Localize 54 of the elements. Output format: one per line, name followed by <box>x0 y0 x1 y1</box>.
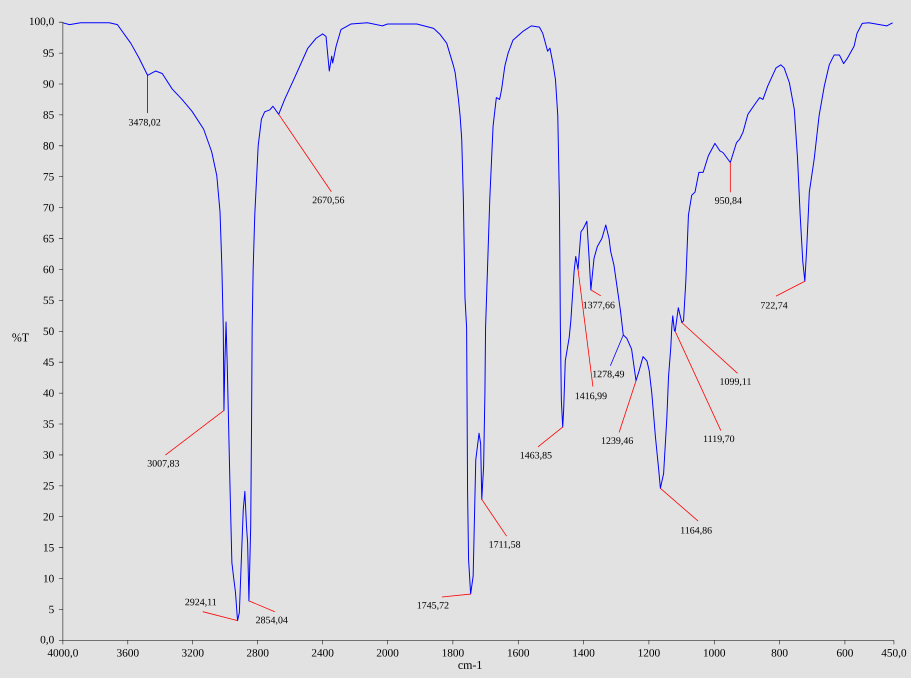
y-tick-label: 30 <box>44 451 54 459</box>
y-tick-label: 25 <box>43 482 54 490</box>
y-tick-label: 45 <box>43 358 54 366</box>
y-axis-title: %T <box>12 333 29 342</box>
x-tick-label: 1200 <box>638 649 660 657</box>
y-tick-label: 15 <box>44 544 54 552</box>
annotation: 950,84 <box>714 197 742 206</box>
annotation: 1711,58 <box>490 541 520 550</box>
annotation: 2924,11 <box>185 598 216 607</box>
x-tick-label: 800 <box>772 649 788 657</box>
y-tick-label: 100,0 <box>30 18 54 27</box>
annotation: 2670,56 <box>312 196 344 205</box>
y-tick-label: 85 <box>43 111 54 119</box>
x-tick-label: 2000 <box>376 649 398 657</box>
y-tick-label: 95 <box>43 49 54 57</box>
x-tick-label: 1600 <box>508 649 530 657</box>
x-tick-label: 1400 <box>573 649 594 657</box>
y-tick-label: 90 <box>43 80 54 88</box>
x-tick-label: 1000 <box>704 649 726 657</box>
annotation: 1278,49 <box>593 370 624 379</box>
y-tick-label: 0,0 <box>40 636 54 645</box>
annotation: 3007,83 <box>148 460 180 468</box>
x-tick-label: 3200 <box>182 649 204 657</box>
y-tick-label: 70 <box>44 204 54 212</box>
y-tick-label: 40 <box>43 389 54 397</box>
y-tick-label: 80 <box>43 142 54 150</box>
annotation: 1164,86 <box>681 526 712 536</box>
annotation: 1099,11 <box>720 378 751 386</box>
x-axis-title: cm-1 <box>458 660 482 669</box>
x-tick-label: 4000,0 <box>48 649 78 658</box>
x-tick-label: 2800 <box>246 649 269 657</box>
x-tick-label: 2400 <box>312 649 334 657</box>
y-tick-label: 55 <box>44 296 54 304</box>
annotation: 1377,66 <box>584 302 615 310</box>
annotation: 1416,99 <box>576 392 607 401</box>
annotation: 1463,85 <box>520 452 552 460</box>
y-tick-label: 20 <box>43 512 54 520</box>
x-tick-label: 450,0 <box>882 649 906 658</box>
x-tick-label: 3600 <box>117 649 139 657</box>
annotation: 1239,46 <box>602 437 633 446</box>
annotation: 722,74 <box>761 302 788 310</box>
y-tick-label: 5 <box>49 606 54 614</box>
annotation: 1745,72 <box>418 602 448 610</box>
y-tick-label: 60 <box>43 266 54 274</box>
annotation: 1119,70 <box>704 435 734 444</box>
y-tick-label: 65 <box>43 234 54 242</box>
annotation: 3478,02 <box>128 118 160 128</box>
annotation: 2854,04 <box>256 616 288 625</box>
y-tick-label: 50 <box>44 327 54 336</box>
y-tick-label: 35 <box>44 420 54 428</box>
y-tick-label: 75 <box>44 172 54 180</box>
y-tick-label: 10 <box>44 574 54 582</box>
x-tick-label: 600 <box>836 649 853 657</box>
x-tick-label: 1800 <box>442 649 464 657</box>
